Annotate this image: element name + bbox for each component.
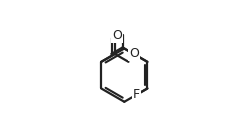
Text: O: O: [112, 29, 122, 42]
Text: F: F: [133, 88, 140, 101]
Text: O: O: [129, 47, 139, 60]
